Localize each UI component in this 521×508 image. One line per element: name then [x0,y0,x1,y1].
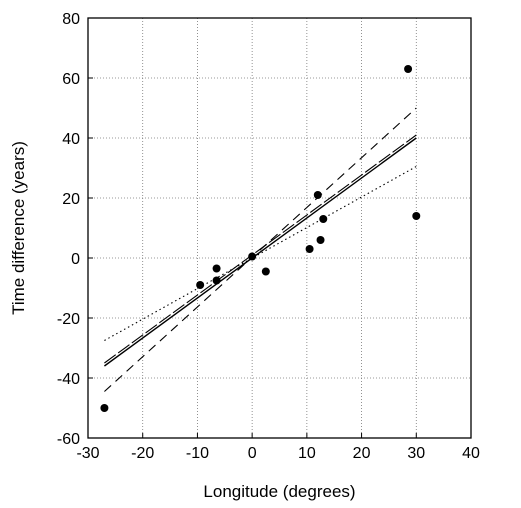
y-tick-label: 80 [62,11,80,28]
x-tick-label: 30 [407,445,425,462]
x-axis-title: Longitude (degrees) [203,482,355,501]
x-tick-label: -30 [76,445,99,462]
data-point [261,267,270,276]
data-point [212,264,221,273]
y-tick-label: 0 [71,251,80,268]
plot-frame [87,17,472,439]
grid [88,18,471,438]
data-point [248,252,257,261]
fit-line-dotted [104,166,417,341]
data-point [305,245,314,253]
y-tick-label: 60 [62,71,80,88]
x-tick-label: 0 [248,445,257,462]
data-point [412,212,421,220]
y-tick-label: 40 [62,131,80,148]
x-tick-label: 20 [353,445,371,462]
data-point [404,65,413,73]
y-axis-title: Time difference (years) [9,141,28,315]
axis-ticks: -30 -20 -10 0 10 20 30 40 -60 -40 -20 0 20 40 60 80 [57,11,480,462]
y-tick-label: -40 [57,371,80,388]
y-tick-label: 20 [62,191,80,208]
data-point [100,404,109,412]
data-points [100,65,421,412]
fit-lines [104,107,417,392]
data-point [316,236,325,244]
data-point [196,281,205,289]
data-point [313,191,322,199]
data-point [319,215,328,223]
x-tick-label: -10 [186,445,209,462]
y-tick-label: -20 [57,311,80,328]
fit-line-solid [104,137,417,367]
y-tick-label: -60 [57,431,80,448]
x-tick-label: 10 [298,445,316,462]
fit-line-long-dash [104,134,417,364]
data-point [212,276,221,285]
fit-line-dash [104,107,417,392]
x-tick-label: 40 [462,445,480,462]
x-tick-label: -20 [131,445,154,462]
